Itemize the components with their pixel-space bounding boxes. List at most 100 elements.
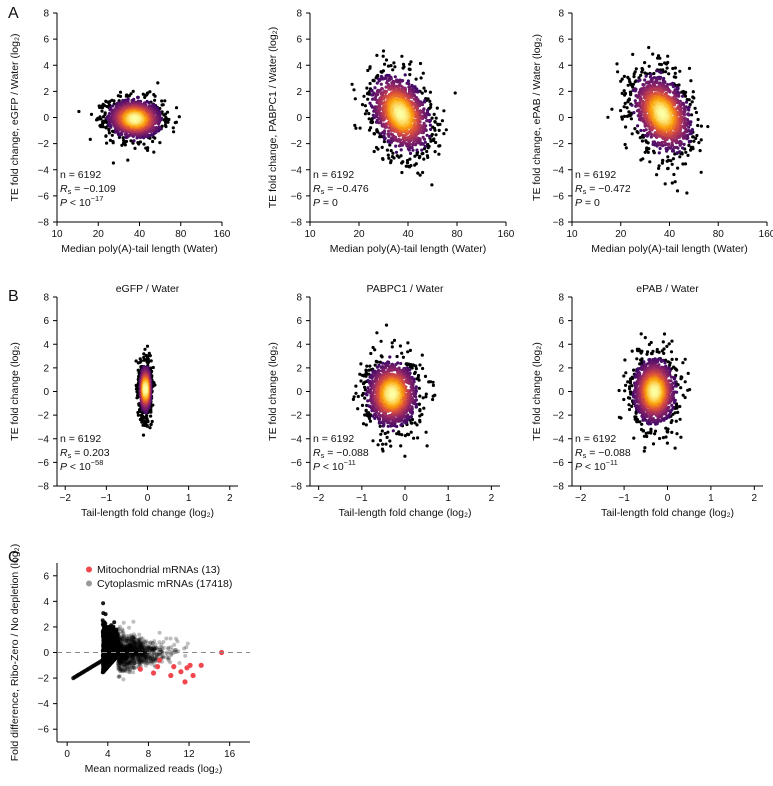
scatter-point <box>684 150 688 154</box>
scatter-point <box>634 67 638 71</box>
scatter-point <box>683 121 687 125</box>
x-tick-label: 10 <box>51 229 63 240</box>
scatter-point <box>108 138 112 142</box>
scatter-point <box>121 136 125 140</box>
scatter-point <box>383 91 388 95</box>
scatter-point <box>415 148 419 152</box>
scatter-point <box>160 103 164 107</box>
scatter-point <box>429 127 433 131</box>
scatter-point <box>408 151 413 155</box>
scatter-point <box>430 183 434 187</box>
scatter-point <box>442 132 446 136</box>
scatter-point <box>425 154 429 158</box>
scatter-point <box>400 170 404 175</box>
scatter-point <box>350 82 354 86</box>
scatter-point <box>649 135 653 139</box>
stat-n: n = 6192 <box>575 169 616 181</box>
y-tick-label: −6 <box>553 191 565 202</box>
scatter-point <box>418 61 423 66</box>
scatter-point <box>173 121 177 125</box>
scatter-point <box>132 139 136 143</box>
scatter-point <box>433 150 437 154</box>
scatter-point <box>631 52 635 57</box>
scatter-point <box>144 414 148 418</box>
scatter-point <box>639 97 643 101</box>
scatter-point <box>622 89 626 93</box>
scatter-point <box>152 150 156 154</box>
scatter-point <box>657 151 661 155</box>
y-tick-label: 8 <box>296 9 302 20</box>
scatter-point <box>386 153 390 157</box>
scatter-point <box>352 88 356 92</box>
y-tick-label: 2 <box>296 87 302 98</box>
y-axis-label: TE fold change, ePAB / Water (log₂) <box>531 34 543 201</box>
scatter-point <box>89 112 94 116</box>
scatter-point <box>399 148 403 152</box>
scatter-point <box>640 70 644 74</box>
scatter-point <box>663 182 667 186</box>
scatter-point <box>386 132 390 136</box>
scatter-point <box>606 115 610 119</box>
scatter-point <box>425 119 429 123</box>
scatter-point <box>666 166 670 170</box>
scatter-point <box>682 113 687 117</box>
scatter-point <box>627 98 631 102</box>
y-tick-label: −6 <box>38 191 50 202</box>
scatter-point <box>616 70 620 74</box>
scatter-point <box>624 125 628 129</box>
scatter-point <box>699 124 704 128</box>
scatter-point <box>381 54 385 58</box>
scatter-point <box>410 145 414 150</box>
scatter-point <box>141 433 146 437</box>
scatter-point <box>665 66 669 70</box>
scatter-point <box>680 90 684 94</box>
scatter-point <box>646 141 650 145</box>
x-tick-label: 1 <box>186 493 192 504</box>
scatter-point <box>107 131 111 135</box>
y-tick-label: 6 <box>296 35 302 46</box>
scatter-point <box>401 66 405 70</box>
scatter-point <box>135 136 139 140</box>
scatter-point <box>699 170 703 174</box>
scatter-point <box>630 103 634 107</box>
scatter-point <box>673 180 677 184</box>
scatter-point <box>100 109 104 113</box>
scatter-point <box>104 134 108 138</box>
scatter-point <box>666 155 670 159</box>
scatter-point <box>633 127 637 131</box>
scatter-point <box>641 157 645 161</box>
scatter-point <box>353 97 357 101</box>
y-tick-label: 8 <box>43 293 49 304</box>
scatter-point <box>105 120 109 124</box>
scatter-point <box>420 148 424 152</box>
scatter-point <box>136 95 140 99</box>
y-axis-label: TE fold change, PABPC1 / Water (log₂) <box>267 27 279 208</box>
scatter-point <box>666 54 670 58</box>
scatter-point <box>652 71 656 76</box>
y-tick-label: −4 <box>38 434 50 445</box>
stat-n: n = 6192 <box>60 169 101 181</box>
scatter-point <box>136 141 140 145</box>
data-points <box>606 45 710 195</box>
scatter-point <box>647 147 651 151</box>
scatter-point <box>145 344 150 348</box>
x-tick-label: 20 <box>93 229 105 240</box>
scatter-point <box>172 130 176 134</box>
scatter-point <box>127 94 131 98</box>
scatter-point <box>633 89 638 93</box>
y-tick-label: 2 <box>43 363 49 374</box>
scatter-point <box>695 133 699 138</box>
scatter-point <box>652 140 657 144</box>
scatter-point <box>387 156 391 160</box>
scatter-point <box>390 133 394 137</box>
scatter-point <box>647 45 651 50</box>
scatter-point <box>367 112 371 116</box>
scatter-point <box>675 189 680 193</box>
scatter-point <box>363 104 367 108</box>
scatter-point <box>671 66 675 71</box>
scatter-point <box>658 146 662 151</box>
scatter-point <box>366 97 370 101</box>
scatter-point <box>379 82 383 86</box>
scatter-point <box>380 87 384 91</box>
scatter-point <box>392 61 396 65</box>
